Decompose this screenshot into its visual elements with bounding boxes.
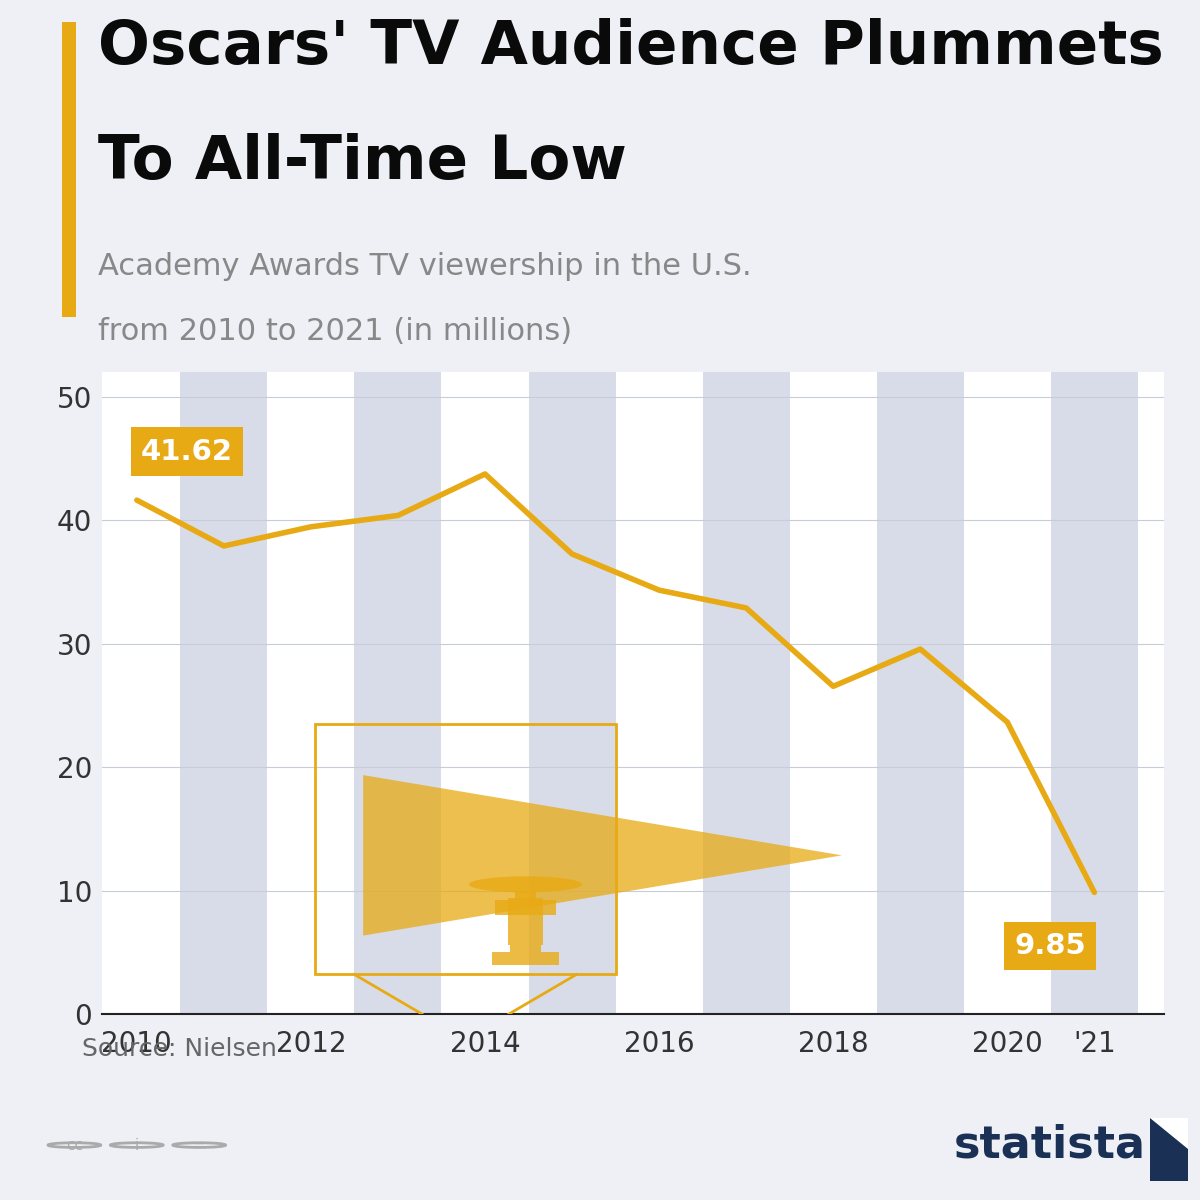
- Bar: [510, 944, 541, 953]
- Text: To All-Time Low: To All-Time Low: [98, 133, 628, 192]
- Bar: [508, 898, 542, 944]
- Bar: [354, 372, 442, 1014]
- Bar: [62, 22, 76, 317]
- Text: =: =: [193, 1138, 205, 1152]
- Bar: [496, 900, 556, 916]
- Bar: [515, 892, 536, 900]
- Bar: [528, 372, 616, 1014]
- Bar: [1051, 372, 1138, 1014]
- Text: cc: cc: [66, 1138, 83, 1152]
- Bar: [492, 953, 558, 965]
- Text: 41.62: 41.62: [142, 438, 233, 466]
- Bar: [1150, 1117, 1188, 1181]
- Circle shape: [469, 876, 582, 893]
- Bar: [877, 372, 964, 1014]
- Text: statista: statista: [954, 1123, 1146, 1166]
- Bar: [180, 372, 268, 1014]
- Polygon shape: [1150, 1117, 1188, 1150]
- Text: Academy Awards TV viewership in the U.S.: Academy Awards TV viewership in the U.S.: [98, 252, 752, 281]
- Text: 9.85: 9.85: [1014, 932, 1086, 960]
- Bar: [316, 724, 616, 974]
- Text: Oscars' TV Audience Plummets: Oscars' TV Audience Plummets: [98, 18, 1164, 77]
- Text: i: i: [134, 1138, 139, 1152]
- Text: from 2010 to 2021 (in millions): from 2010 to 2021 (in millions): [98, 317, 572, 346]
- Bar: [703, 372, 790, 1014]
- Polygon shape: [364, 775, 842, 936]
- Text: Source: Nielsen: Source: Nielsen: [82, 1037, 276, 1061]
